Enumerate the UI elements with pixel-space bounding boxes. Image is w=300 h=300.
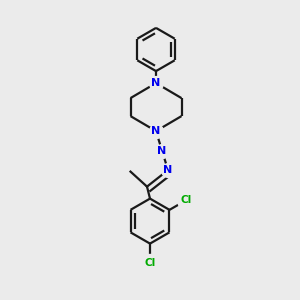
Text: N: N: [164, 165, 172, 175]
Text: Cl: Cl: [181, 195, 192, 205]
Text: Cl: Cl: [144, 258, 156, 268]
Text: N: N: [152, 78, 160, 88]
Text: N: N: [158, 146, 166, 156]
Text: N: N: [152, 126, 160, 136]
